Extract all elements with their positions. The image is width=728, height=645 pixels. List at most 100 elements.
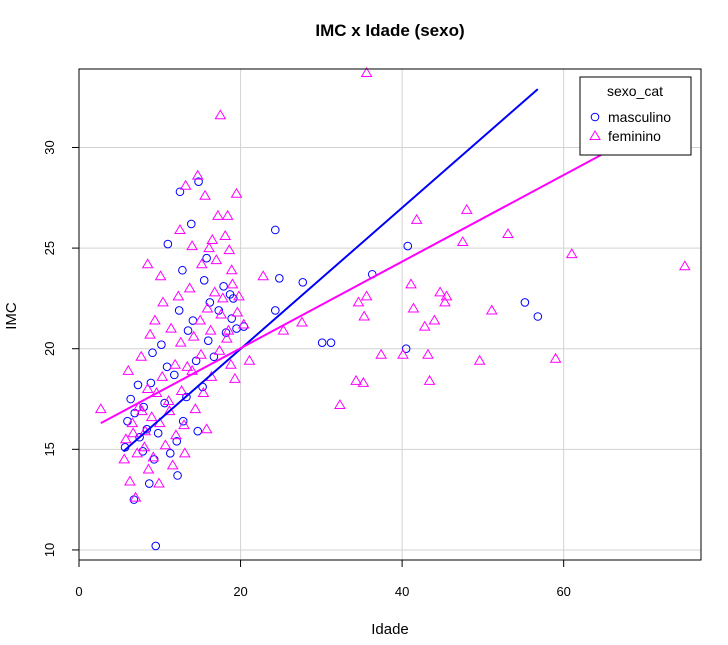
- masculino-point: [133, 380, 143, 390]
- feminino-point: [187, 330, 200, 341]
- feminino-point: [257, 270, 270, 281]
- feminino-point: [210, 254, 223, 265]
- feminino-point: [126, 417, 139, 428]
- masculino-point: [403, 241, 413, 251]
- feminino-trend-line: [100, 126, 654, 425]
- masculino-point: [202, 253, 211, 263]
- feminino-point: [233, 290, 245, 301]
- feminino-point: [360, 67, 373, 78]
- feminino-point: [174, 336, 187, 347]
- masculino-point: [172, 436, 182, 446]
- masculino-point: [270, 306, 280, 315]
- feminino-point: [212, 209, 224, 220]
- masculino-point: [199, 275, 209, 285]
- feminino-point: [162, 395, 175, 406]
- feminino-point: [194, 314, 207, 325]
- feminino-point: [216, 292, 229, 303]
- feminino-point: [219, 230, 232, 241]
- masculino-point: [317, 338, 327, 347]
- feminino-point: [220, 332, 233, 343]
- legend-label-masculino: masculino: [608, 109, 671, 125]
- feminino-point: [440, 290, 453, 301]
- masculino-point: [148, 348, 157, 358]
- x-tick-label: 0: [75, 584, 82, 599]
- masculino-point: [203, 336, 213, 345]
- grid-lines: [78, 69, 701, 560]
- feminino-point: [138, 441, 151, 452]
- feminino-point: [144, 328, 156, 339]
- masculino-point: [298, 278, 308, 287]
- masculino-point: [186, 219, 196, 229]
- legend-marker-masculino: [590, 112, 600, 122]
- masculino-point: [227, 314, 236, 323]
- masculino-point: [270, 225, 280, 235]
- feminino-point: [135, 350, 148, 361]
- feminino-point: [154, 270, 167, 281]
- masculino-point: [175, 187, 185, 197]
- legend: sexo_cat masculino feminino: [579, 76, 692, 156]
- feminino-point: [206, 234, 219, 245]
- feminino-point: [360, 290, 373, 301]
- feminino-point: [189, 403, 202, 414]
- feminino-point: [334, 399, 346, 410]
- feminino-point: [119, 433, 132, 444]
- legend-entries: masculino feminino: [589, 109, 671, 144]
- masculino-trend-line: [122, 88, 539, 453]
- feminino-point: [215, 308, 228, 319]
- x-tick-label: 40: [395, 584, 409, 599]
- feminino-point: [456, 236, 469, 247]
- x-tick-label: 60: [556, 584, 570, 599]
- y-axis-label: IMC: [3, 302, 20, 330]
- feminino-point: [223, 244, 236, 255]
- masculino-point: [275, 273, 284, 283]
- feminino-point: [129, 491, 142, 502]
- feminino-point: [237, 318, 250, 329]
- feminino-point: [175, 384, 188, 395]
- masculino-point: [165, 449, 175, 458]
- feminino-point: [549, 352, 562, 363]
- feminino-point: [473, 354, 486, 365]
- masculino-point: [228, 294, 238, 303]
- feminino-point: [118, 453, 131, 464]
- feminino-point: [460, 203, 473, 214]
- feminino-point: [159, 439, 172, 450]
- feminino-point: [214, 109, 227, 120]
- y-tick-label: 20: [42, 341, 57, 355]
- feminino-point: [407, 302, 420, 313]
- feminino-point: [439, 296, 451, 307]
- feminino-point: [358, 310, 371, 321]
- x-axis-label: Idade: [371, 621, 409, 638]
- feminino-point: [166, 459, 179, 470]
- feminino-point: [141, 258, 154, 269]
- feminino-point: [231, 306, 244, 317]
- feminino-point: [165, 322, 177, 333]
- feminino-point: [172, 290, 185, 301]
- masculino-point: [533, 312, 543, 321]
- feminino-point: [201, 302, 214, 313]
- feminino-point: [174, 223, 186, 234]
- y-axis-ticks: 10 15 20 25 30: [42, 140, 79, 557]
- feminino-point: [169, 358, 182, 369]
- feminino-point: [197, 386, 210, 397]
- feminino-point: [94, 403, 107, 414]
- feminino-point: [199, 189, 211, 200]
- feminino-point: [225, 264, 238, 275]
- feminino-point: [352, 296, 365, 307]
- feminino-point: [678, 260, 691, 271]
- feminino-point: [213, 344, 226, 355]
- masculino-point: [153, 428, 163, 438]
- feminino-point: [434, 286, 446, 297]
- feminino-point: [226, 278, 239, 289]
- feminino-point: [186, 240, 198, 251]
- feminino-point: [204, 324, 217, 335]
- masculino-point: [144, 479, 154, 488]
- feminino-point: [357, 376, 370, 387]
- feminino-point: [191, 169, 204, 180]
- feminino-point: [208, 286, 221, 297]
- feminino-point: [397, 348, 409, 359]
- chart-title: IMC x Idade (sexo): [315, 21, 464, 40]
- data-points: [94, 67, 691, 551]
- masculino-point: [170, 370, 179, 380]
- feminino-point: [405, 278, 417, 289]
- feminino-point: [153, 477, 165, 488]
